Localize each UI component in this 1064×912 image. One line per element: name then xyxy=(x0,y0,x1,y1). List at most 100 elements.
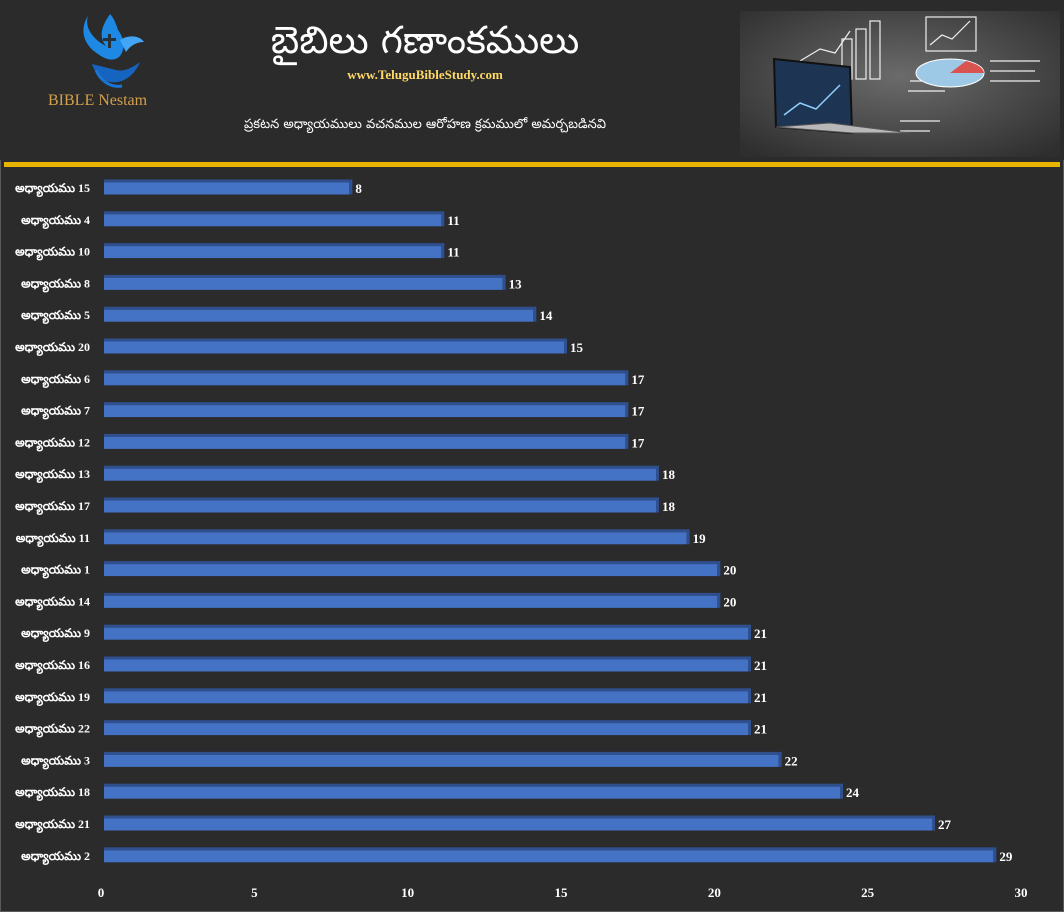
value-label: 8 xyxy=(355,181,362,196)
category-label: అధ్యాయము 20 xyxy=(15,340,90,356)
bar-side xyxy=(625,402,629,418)
dove-logo-icon xyxy=(83,14,144,88)
bar xyxy=(104,277,503,290)
header: BIBLE Nestam బైబిలు గణాంకములు www.Telugu… xyxy=(0,0,1064,160)
bar-side xyxy=(349,179,353,195)
bar xyxy=(104,850,994,863)
bar xyxy=(104,754,779,767)
value-label: 17 xyxy=(631,372,645,387)
value-label: 19 xyxy=(693,531,707,546)
category-label: అధ్యాయము 2 xyxy=(21,849,90,865)
bar xyxy=(104,341,564,354)
bar-top xyxy=(104,720,748,724)
value-label: 21 xyxy=(754,722,767,737)
bar-side xyxy=(441,211,445,227)
category-label: అధ్యాయము 12 xyxy=(15,435,90,451)
bar xyxy=(104,309,534,322)
bar-group: అధ్యాయము 5 14 xyxy=(21,306,553,324)
bar-top xyxy=(104,338,564,342)
x-tick-label: 0 xyxy=(98,885,105,900)
bar-group: అధ్యాయము 16 21 xyxy=(15,656,767,674)
x-tick-label: 30 xyxy=(1015,885,1028,900)
bar xyxy=(104,723,748,736)
category-label: అధ్యాయము 4 xyxy=(21,213,90,229)
bar xyxy=(104,627,748,640)
logo-text: BIBLE Nestam xyxy=(48,92,148,109)
bar-top xyxy=(104,274,503,278)
bar-top xyxy=(104,688,748,692)
category-label: అధ్యాయము 11 xyxy=(16,531,90,547)
value-label: 24 xyxy=(846,785,860,800)
x-tick-label: 10 xyxy=(401,885,414,900)
category-label: అధ్యాయము 9 xyxy=(21,626,90,642)
category-label: అధ్యాయము 17 xyxy=(15,499,90,515)
category-label: అధ్యాయము 15 xyxy=(15,181,90,197)
bar xyxy=(104,500,656,513)
bar-group: అధ్యాయము 15 8 xyxy=(15,179,362,197)
category-label: అధ్యాయము 3 xyxy=(21,753,90,769)
value-label: 21 xyxy=(754,626,767,641)
bar-group: అధ్యాయము 6 17 xyxy=(21,370,645,388)
value-label: 15 xyxy=(570,340,584,355)
bar xyxy=(104,564,718,577)
category-label: అధ్యాయము 18 xyxy=(15,785,90,801)
bar xyxy=(104,659,748,672)
bar-side xyxy=(993,847,997,863)
category-label: అధ్యాయము 16 xyxy=(15,658,90,674)
bar-top xyxy=(104,847,994,851)
bar-top xyxy=(104,179,350,183)
value-label: 14 xyxy=(539,308,553,323)
bar-top xyxy=(104,815,932,819)
bar xyxy=(104,436,626,449)
category-label: అధ్యాయము 5 xyxy=(21,308,90,324)
bar-side xyxy=(686,529,690,545)
value-label: 21 xyxy=(754,690,767,705)
bar-top xyxy=(104,783,840,787)
bar-group: అధ్యాయము 3 22 xyxy=(21,751,798,769)
category-label: అధ్యాయము 21 xyxy=(15,817,90,833)
bar-group: అధ్యాయము 14 20 xyxy=(15,592,736,610)
bar-top xyxy=(104,656,748,660)
bar xyxy=(104,691,748,704)
bar-top xyxy=(104,561,718,565)
bar xyxy=(104,595,718,608)
category-label: అధ్యాయము 10 xyxy=(15,245,90,261)
bar-top xyxy=(104,497,656,501)
bar-side xyxy=(502,274,506,290)
bar-group: అధ్యాయము 7 17 xyxy=(21,402,645,420)
bar-group: అధ్యాయము 8 13 xyxy=(21,274,522,292)
site-url: www.TeluguBibleStudy.com xyxy=(347,67,503,82)
bar-top xyxy=(104,751,779,755)
value-label: 17 xyxy=(631,404,645,419)
bar-side xyxy=(625,370,629,386)
bar-top xyxy=(104,402,626,406)
bar-side xyxy=(656,465,659,481)
value-label: 20 xyxy=(723,594,736,609)
bar-side xyxy=(441,243,445,259)
value-label: 13 xyxy=(509,276,522,291)
value-label: 17 xyxy=(631,435,645,450)
bar-group: అధ్యాయము 22 21 xyxy=(15,720,767,738)
bar-side xyxy=(533,306,537,322)
bar-top xyxy=(104,624,748,628)
bar-side xyxy=(625,433,629,449)
value-label: 18 xyxy=(662,467,676,482)
value-label: 11 xyxy=(447,213,459,228)
bar-side xyxy=(717,592,721,608)
page-subtitle: ప్రకటన అధ్యాయములు వచనముల ఆరోహణ క్రమములో … xyxy=(244,117,606,132)
bar-top xyxy=(104,465,656,469)
x-tick-label: 20 xyxy=(708,885,721,900)
bar xyxy=(104,818,932,831)
category-label: అధ్యాయము 1 xyxy=(21,563,90,579)
bar-side xyxy=(778,751,782,767)
category-label: అధ్యాయము 19 xyxy=(15,690,90,706)
category-label: అధ్యాయము 8 xyxy=(21,276,90,292)
bar xyxy=(104,532,687,545)
bar xyxy=(104,246,442,259)
bar-group: అధ్యాయము 18 24 xyxy=(15,783,860,801)
page-title: బైబిలు గణాంకములు xyxy=(270,18,580,62)
bar xyxy=(104,468,656,481)
value-label: 11 xyxy=(447,245,459,260)
category-label: అధ్యాయము 7 xyxy=(21,404,90,420)
